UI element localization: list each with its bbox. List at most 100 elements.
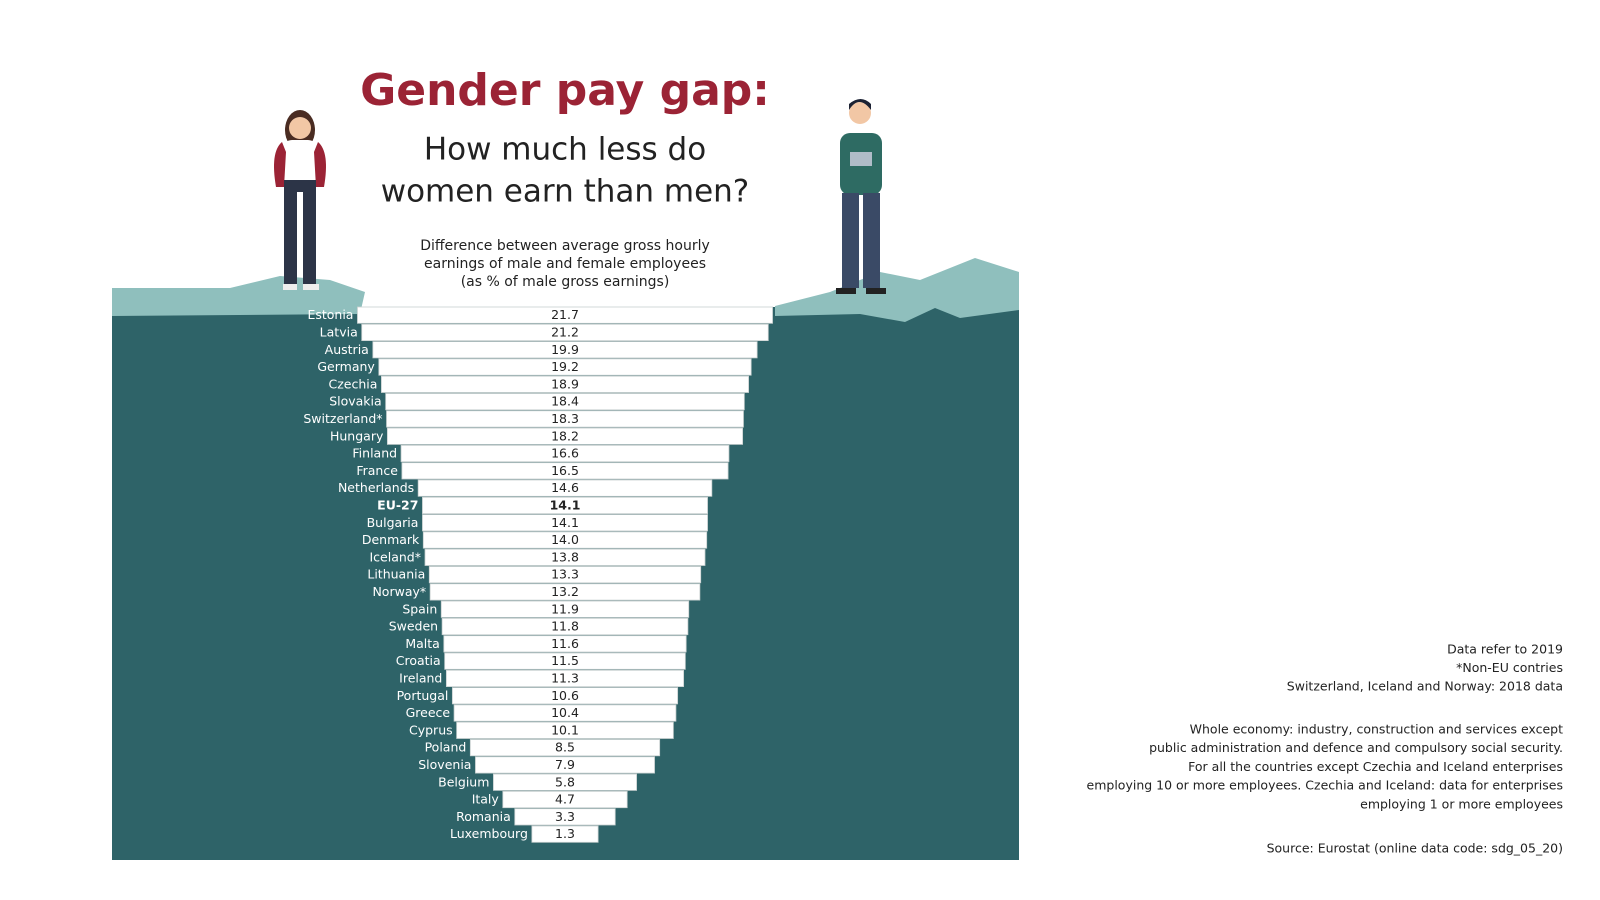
category-label: Hungary xyxy=(330,428,384,443)
value-label: 10.4 xyxy=(551,705,579,720)
category-label: Bulgaria xyxy=(367,515,419,530)
category-label: Norway* xyxy=(372,584,426,599)
bar xyxy=(531,825,599,843)
category-label: Austria xyxy=(325,342,369,357)
value-label: 14.6 xyxy=(551,480,579,495)
category-label: Finland xyxy=(352,446,397,461)
category-label: Estonia xyxy=(307,307,353,322)
category-label: Ireland xyxy=(399,670,442,685)
value-label: 7.9 xyxy=(555,757,575,772)
value-label: 18.2 xyxy=(551,428,579,443)
bar xyxy=(401,462,729,480)
category-label: Croatia xyxy=(396,653,441,668)
bar xyxy=(443,635,687,653)
description: earnings of male and female employees xyxy=(424,256,706,272)
bar xyxy=(372,341,758,359)
bar xyxy=(469,739,661,757)
footnote: Switzerland, Iceland and Norway: 2018 da… xyxy=(1287,679,1563,694)
category-label: Portugal xyxy=(397,688,449,703)
category-label: Spain xyxy=(402,601,437,616)
bar xyxy=(493,773,637,791)
footnote: employing 10 or more employees. Czechia … xyxy=(1087,778,1563,793)
bar xyxy=(429,583,701,601)
value-label: 14.1 xyxy=(551,515,579,530)
category-label: Poland xyxy=(425,740,467,755)
footnote: public administration and defence and co… xyxy=(1149,740,1563,755)
bar xyxy=(428,566,702,584)
category-label: Czechia xyxy=(328,376,377,391)
category-label: Luxembourg xyxy=(450,826,528,841)
bar xyxy=(475,756,655,774)
bar xyxy=(378,358,752,376)
value-label: 16.5 xyxy=(551,463,579,478)
footnote: Data refer to 2019 xyxy=(1447,642,1563,657)
value-label: 19.2 xyxy=(551,359,579,374)
category-label: Iceland* xyxy=(370,549,422,564)
footnote: Whole economy: industry, construction an… xyxy=(1190,722,1563,737)
left-shelf xyxy=(112,276,365,316)
value-label: 19.9 xyxy=(551,342,579,357)
category-label: Slovakia xyxy=(329,394,381,409)
category-label: EU-27 xyxy=(377,497,418,512)
category-label: Latvia xyxy=(320,324,358,339)
value-label: 11.9 xyxy=(551,601,579,616)
value-label: 11.8 xyxy=(551,619,579,634)
value-label: 21.2 xyxy=(551,324,579,339)
bar xyxy=(386,410,744,428)
description: Difference between average gross hourly xyxy=(420,238,710,254)
value-label: 14.1 xyxy=(550,497,581,512)
value-label: 21.7 xyxy=(551,307,579,322)
bar xyxy=(385,393,745,411)
bar xyxy=(357,306,773,324)
chart-subtitle: How much less do xyxy=(424,132,706,168)
bar xyxy=(422,496,708,514)
category-label: Germany xyxy=(317,359,375,374)
value-label: 13.3 xyxy=(551,567,579,582)
value-label: 11.6 xyxy=(551,636,579,651)
value-label: 11.5 xyxy=(551,653,579,668)
bar xyxy=(441,618,689,636)
bar xyxy=(453,704,677,722)
footnote: *Non-EU contries xyxy=(1456,660,1563,675)
value-label: 18.3 xyxy=(551,411,579,426)
category-label: Greece xyxy=(406,705,451,720)
value-label: 18.9 xyxy=(551,376,579,391)
bar xyxy=(502,791,628,809)
bar xyxy=(456,721,674,739)
man-figure xyxy=(836,99,886,294)
bar xyxy=(514,808,616,826)
category-label: Italy xyxy=(472,792,500,807)
value-label: 4.7 xyxy=(555,792,575,807)
footnote: employing 1 or more employees xyxy=(1360,796,1563,811)
value-label: 18.4 xyxy=(551,394,579,409)
value-label: 1.3 xyxy=(555,826,575,841)
value-label: 16.6 xyxy=(551,446,579,461)
value-label: 13.8 xyxy=(551,549,579,564)
value-label: 13.2 xyxy=(551,584,579,599)
chart-subtitle: women earn than men? xyxy=(381,174,750,210)
category-label: Switzerland* xyxy=(303,411,382,426)
bar xyxy=(422,531,708,549)
value-label: 3.3 xyxy=(555,809,575,824)
value-label: 5.8 xyxy=(555,774,575,789)
value-label: 8.5 xyxy=(555,740,575,755)
bar xyxy=(424,548,706,566)
value-label: 10.1 xyxy=(551,722,579,737)
category-label: Sweden xyxy=(389,619,438,634)
bar xyxy=(440,600,690,618)
bar xyxy=(451,687,679,705)
right-shelf xyxy=(775,258,1019,322)
bar xyxy=(444,652,686,670)
footnote: Source: Eurostat (online data code: sdg_… xyxy=(1267,841,1563,856)
chart-title: Gender pay gap: xyxy=(360,65,770,116)
footnote: For all the countries except Czechia and… xyxy=(1188,759,1563,774)
category-label: Netherlands xyxy=(338,480,414,495)
category-label: Cyprus xyxy=(409,722,453,737)
category-label: Slovenia xyxy=(418,757,471,772)
woman-figure xyxy=(274,110,326,290)
category-label: Lithuania xyxy=(367,567,425,582)
bar xyxy=(417,479,713,497)
value-label: 14.0 xyxy=(551,532,579,547)
